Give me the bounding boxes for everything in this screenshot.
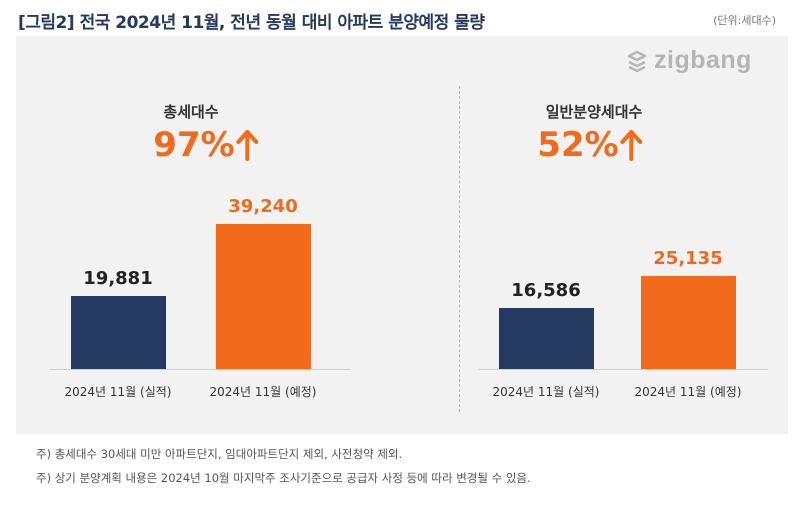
bar-total-actual: [70, 295, 166, 369]
unit-label: (단위:세대수): [713, 14, 776, 27]
brand-logo: zigbang: [626, 46, 752, 75]
bar-general-actual: [498, 307, 594, 369]
chart-title: [그림2] 전국 2024년 11월, 전년 동월 대비 아파트 분양예정 물량: [18, 13, 485, 33]
group-label-total: 총세대수: [163, 103, 219, 121]
value-label-total-actual: 19,881: [83, 267, 153, 289]
x-label-total-planned: 2024년 11월 (예정): [209, 385, 317, 399]
bar-general-planned: [640, 276, 736, 369]
change-general: 52%: [537, 125, 643, 165]
brand-name: zigbang: [654, 46, 752, 74]
group-label-general: 일반분양세대수: [545, 103, 643, 121]
change-value: 52%: [537, 125, 619, 165]
bar-total-planned: [215, 224, 311, 369]
up-arrow-icon: [236, 130, 259, 161]
value-label-general-planned: 25,135: [653, 248, 723, 270]
footnote-1: 주) 총세대수 30세대 미만 아파트단지, 임대아파트단지 제외, 사전청약 …: [36, 447, 403, 461]
baseline-total: [50, 369, 350, 370]
group-divider: [459, 86, 460, 412]
x-label-total-actual: 2024년 11월 (실적): [64, 385, 172, 399]
change-value: 97%: [153, 125, 235, 165]
value-label-total-planned: 39,240: [228, 196, 298, 217]
x-label-general-actual: 2024년 11월 (실적): [492, 385, 600, 399]
chart-panel: [16, 36, 788, 434]
footnote-2: 주) 상기 분양계획 내용은 2024년 10월 마지막주 조사기준으로 공급자…: [36, 471, 531, 485]
x-label-general-planned: 2024년 11월 (예정): [634, 385, 742, 399]
zigbang-logo-icon: [627, 50, 647, 72]
up-arrow-icon: [620, 130, 643, 161]
change-total: 97%: [153, 125, 259, 165]
value-label-general-actual: 16,586: [511, 279, 581, 301]
baseline-general: [478, 369, 768, 370]
